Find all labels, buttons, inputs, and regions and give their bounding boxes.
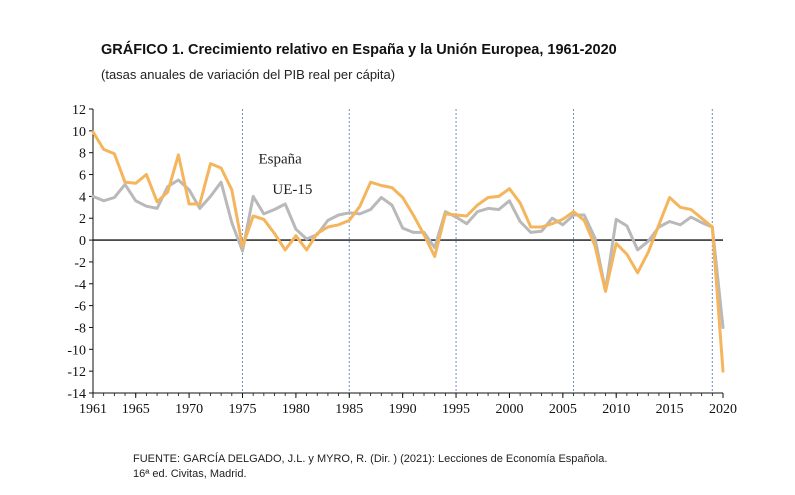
x-tick-label: 1970 [175,402,203,417]
y-tick-label: 6 [79,169,86,184]
source-line-1: FUENTE: GARCÍA DELGADO, J.L. y MYRO, R. … [133,453,608,465]
label-ue15: UE-15 [272,182,312,198]
y-tick-label: -4 [74,278,86,293]
x-tick-label: 1961 [79,402,107,417]
y-tick-label: -8 [74,321,86,336]
chart-title: GRÁFICO 1. Crecimiento relativo en Españ… [101,42,617,58]
y-tick-label: 8 [79,147,86,162]
y-tick-label: -10 [67,343,86,358]
y-tick-label: 10 [72,125,86,140]
x-tick-label: 2020 [709,402,737,417]
x-tick-label: 1980 [282,402,310,417]
y-tick-label: 0 [79,234,86,249]
source-line-2: 16ª ed. Civitas, Madrid. [133,468,247,480]
x-tick-label: 1995 [442,402,470,417]
x-tick-label: 2015 [656,402,684,417]
y-tick-label: 2 [79,212,86,227]
x-tick-label: 1965 [122,402,150,417]
y-tick-label: 4 [79,190,86,205]
y-tick-label: -12 [67,365,86,380]
source-note: FUENTE: GARCÍA DELGADO, J.L. y MYRO, R. … [133,452,607,482]
label-espana: España [259,152,303,168]
y-tick-label: -6 [74,300,86,315]
y-tick-label: -14 [67,387,86,402]
x-tick-label: 1985 [335,402,363,417]
y-tick-label: -2 [74,256,86,271]
x-tick-label: 1990 [389,402,417,417]
series-line-espana [91,130,725,373]
x-tick-label: 2005 [549,402,577,417]
x-tick-label: 2000 [495,402,523,417]
y-tick-label: 12 [72,103,86,118]
chart-subtitle: (tasas anuales de variación del PIB real… [101,67,396,82]
x-tick-label: 1975 [228,402,256,417]
x-tick-label: 2010 [602,402,630,417]
